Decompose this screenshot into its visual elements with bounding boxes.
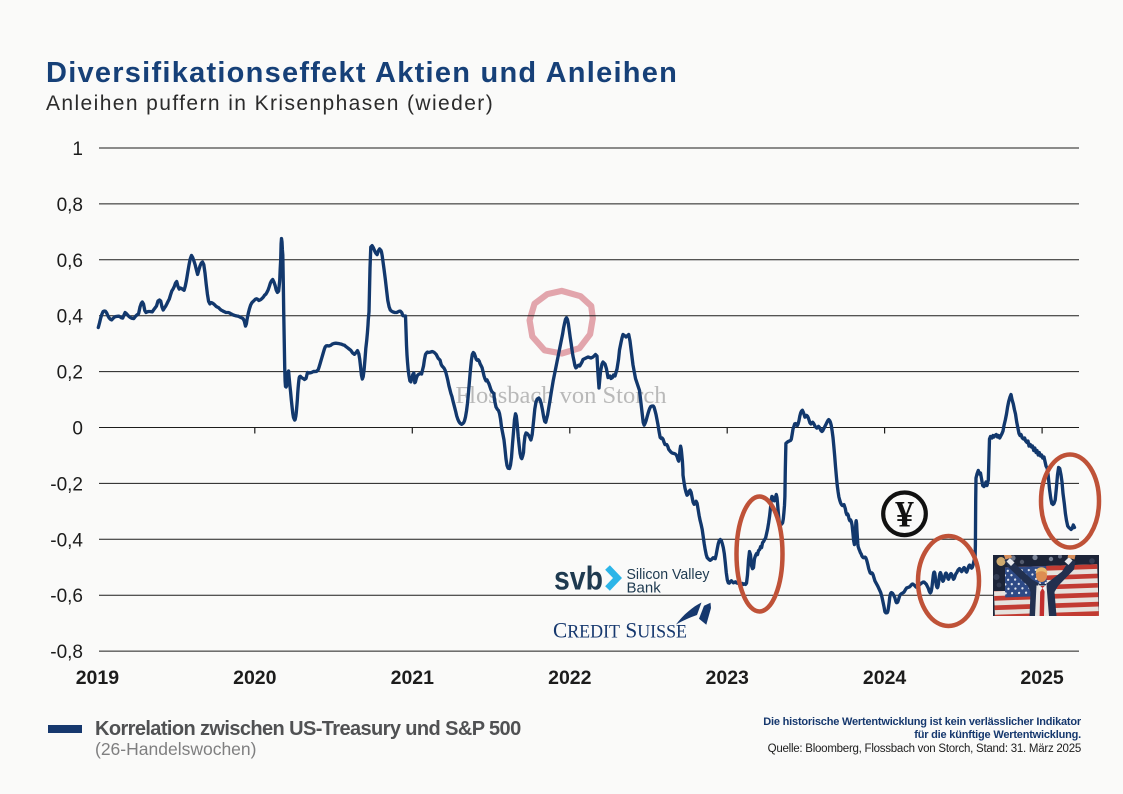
svg-text:2021: 2021 [391,667,435,689]
svg-text:Silicon Valley: Silicon Valley [627,566,710,583]
svg-text:-0,4: -0,4 [50,530,83,551]
svg-text:0,6: 0,6 [57,251,83,272]
svg-text:-0,6: -0,6 [50,586,83,607]
svg-text:2020: 2020 [233,667,277,689]
svg-text:2025: 2025 [1020,667,1064,689]
svg-text:-0,8: -0,8 [50,642,83,663]
svg-text:0: 0 [72,419,83,440]
svg-text:svb: svb [554,560,603,597]
svg-text:Flossbach von Storch: Flossbach von Storch [456,382,667,409]
svg-text:1: 1 [72,139,83,160]
svg-text:¥: ¥ [895,495,914,536]
svg-text:CREDIT SUISSE: CREDIT SUISSE [553,618,687,643]
svg-text:0,4: 0,4 [57,307,84,328]
svg-text:0,8: 0,8 [57,195,83,216]
svg-text:0,2: 0,2 [57,363,83,384]
svg-text:2024: 2024 [863,667,907,689]
svg-text:2023: 2023 [706,667,750,689]
svg-text:Bank: Bank [627,580,662,597]
svg-text:-0,2: -0,2 [50,474,83,495]
svg-text:2019: 2019 [76,667,120,689]
svg-text:2022: 2022 [548,667,592,689]
